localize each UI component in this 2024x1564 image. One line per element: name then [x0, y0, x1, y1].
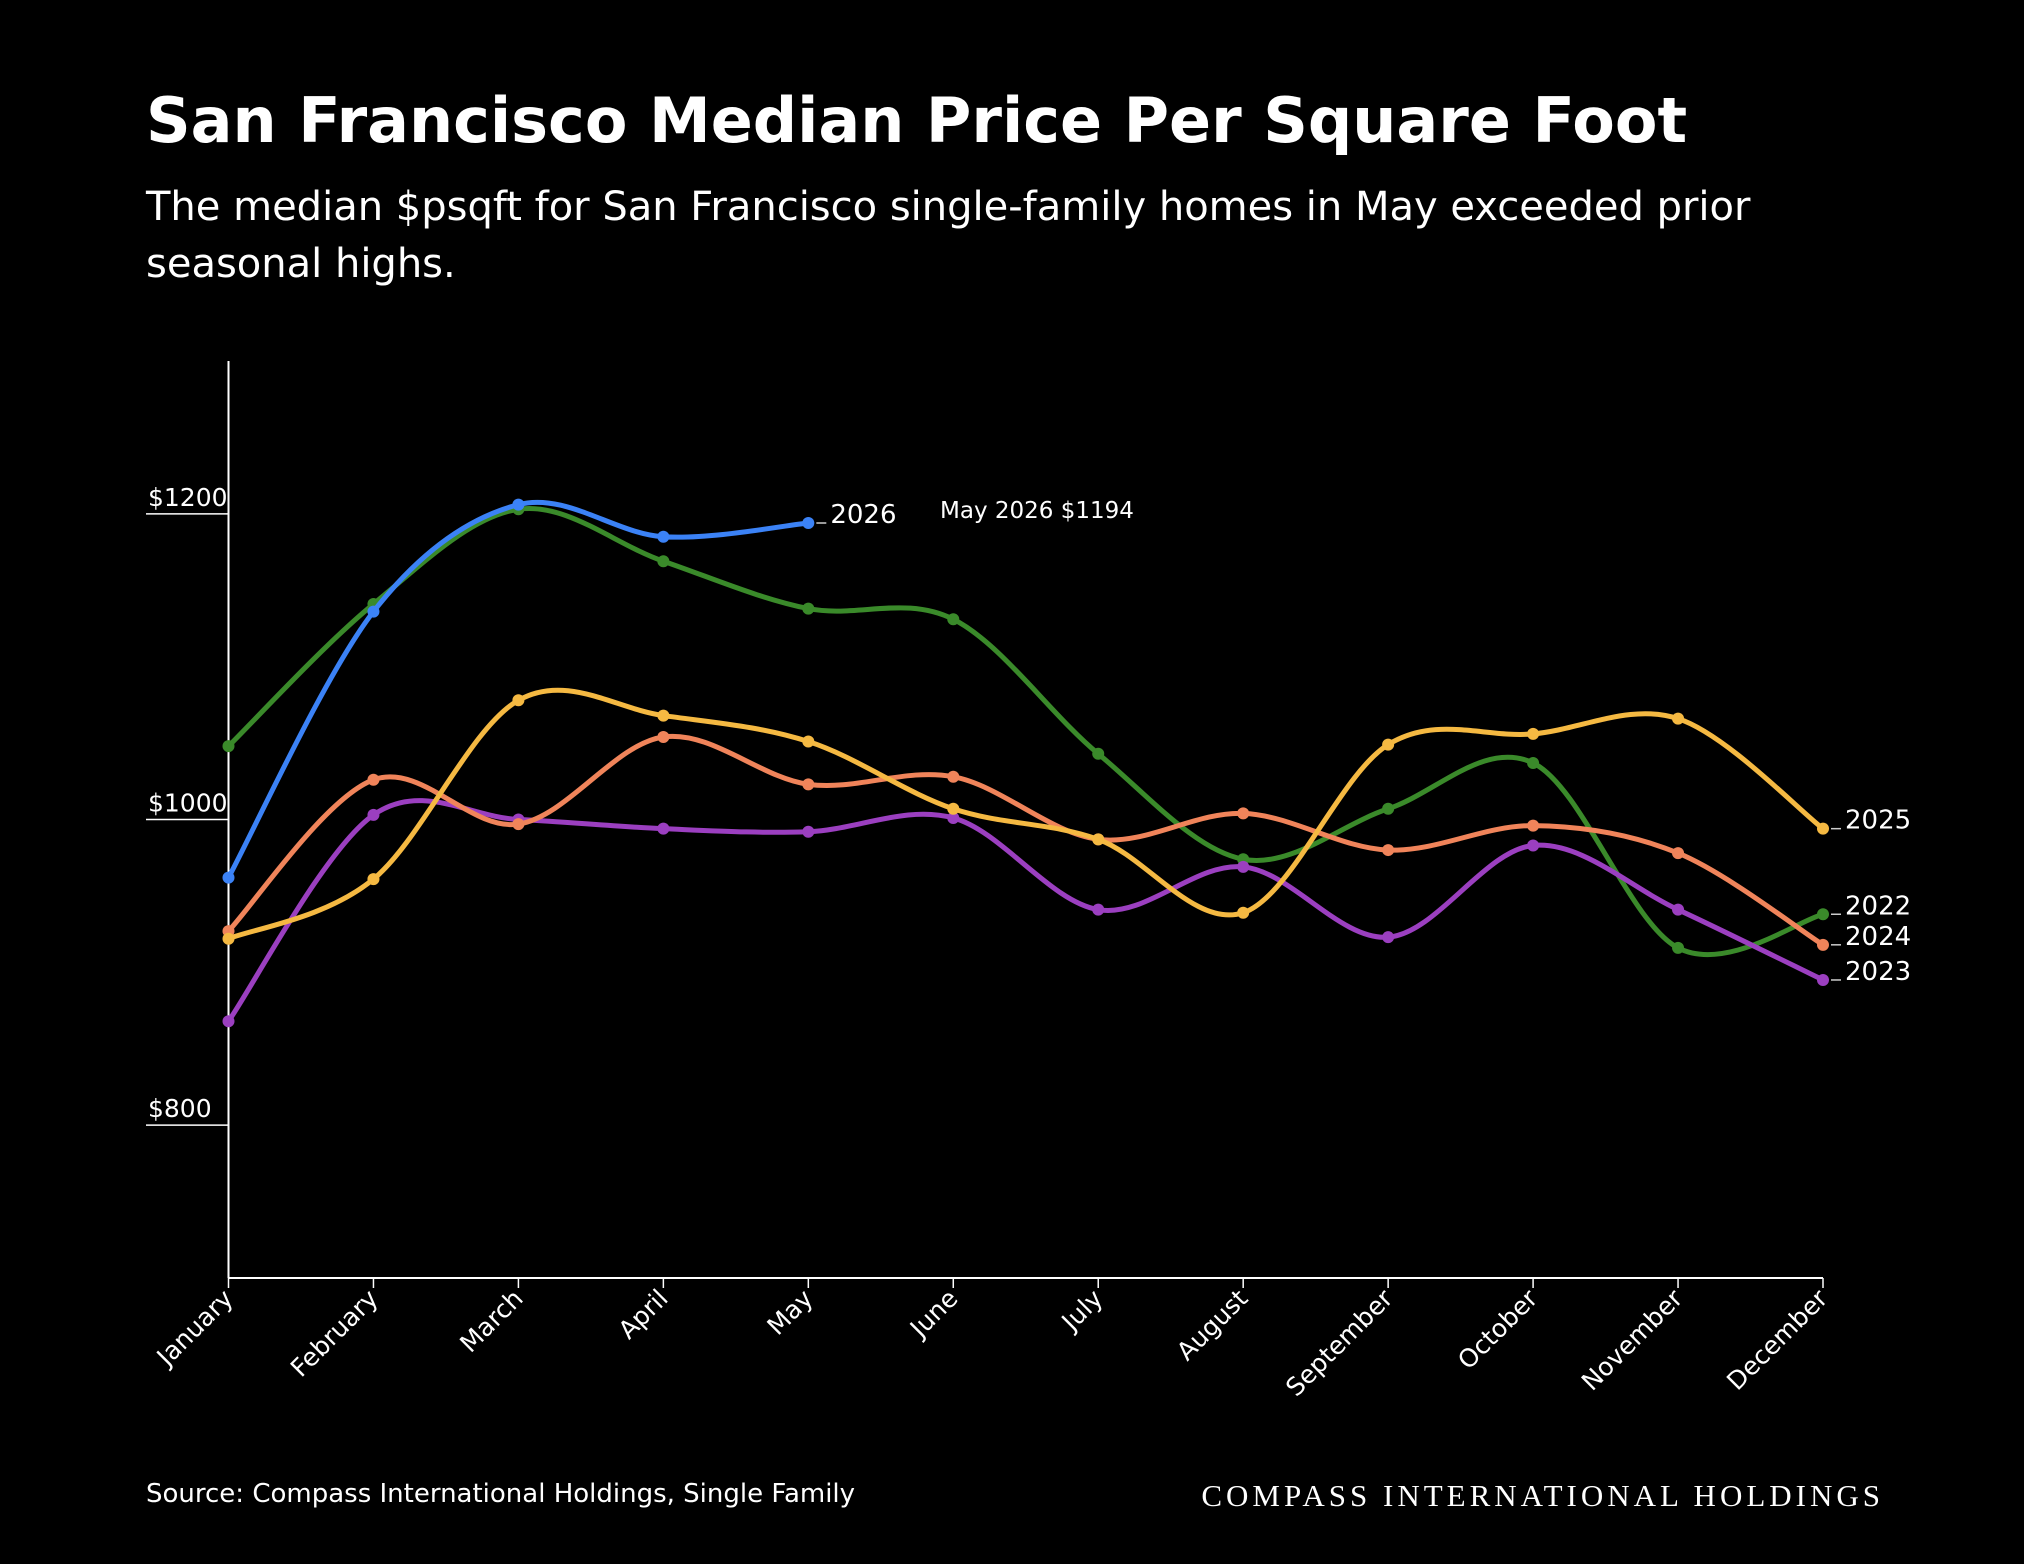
data-point [1527, 727, 1540, 740]
data-point [1092, 747, 1105, 760]
data-point [367, 873, 380, 886]
x-tick-label: September [1280, 1283, 1399, 1402]
data-point [1672, 712, 1685, 725]
data-point [1527, 839, 1540, 852]
data-point [657, 709, 670, 722]
chart-title: San Francisco Median Price Per Square Fo… [146, 84, 1687, 157]
x-tick-label: August [1171, 1284, 1254, 1367]
series-line [226, 499, 811, 881]
x-tick-label: December [1721, 1283, 1834, 1396]
data-point [1817, 822, 1829, 835]
data-point [802, 735, 815, 748]
series-line [226, 687, 1826, 942]
x-tick-label: March [454, 1284, 528, 1358]
x-tick-label: July [1055, 1284, 1109, 1338]
data-point [1672, 903, 1685, 916]
data-point [1382, 738, 1395, 751]
data-point [947, 770, 960, 783]
data-point [367, 605, 380, 618]
x-tick-label: April [613, 1284, 674, 1345]
annotation: May 2026 $1194 [940, 498, 1134, 524]
data-point [1237, 860, 1250, 873]
series-label: 2022 [1845, 891, 1911, 921]
data-point [947, 613, 960, 626]
y-tick-label: $800 [148, 1094, 212, 1123]
data-point [1672, 847, 1685, 860]
data-point [802, 778, 815, 791]
logo: COMPASS INTERNATIONAL HOLDINGS [1201, 1478, 1884, 1513]
data-point [222, 932, 235, 945]
data-point [1527, 756, 1540, 769]
data-point [222, 740, 235, 753]
data-point [1527, 819, 1540, 832]
data-point [367, 773, 380, 786]
data-point [947, 811, 960, 824]
data-point [222, 1015, 235, 1028]
x-tick-label: January [150, 1284, 239, 1373]
data-point [512, 818, 525, 831]
data-point [1092, 903, 1105, 916]
data-point [222, 871, 235, 884]
data-point [657, 730, 670, 743]
data-point [947, 802, 960, 815]
data-point [367, 808, 380, 821]
series-line [226, 798, 1826, 1024]
x-tick-label: November [1576, 1283, 1689, 1396]
data-point [657, 530, 670, 543]
data-point [802, 602, 815, 615]
data-point [1817, 973, 1829, 986]
data-point [1237, 906, 1250, 919]
y-tick-label: $1000 [148, 789, 228, 818]
data-point [1237, 807, 1250, 820]
data-point [1382, 844, 1395, 857]
data-point [657, 555, 670, 568]
data-point [802, 825, 815, 838]
data-point [657, 822, 670, 835]
data-point [1382, 931, 1395, 944]
data-point [1092, 833, 1105, 846]
data-point [512, 498, 525, 511]
series-label: 2025 [1845, 806, 1911, 836]
data-point [802, 517, 815, 530]
x-tick-label: June [903, 1284, 963, 1344]
data-point [512, 694, 525, 707]
x-tick-label: February [285, 1284, 384, 1383]
data-point [1382, 802, 1395, 815]
data-point [1817, 908, 1829, 921]
series-label: 2026 [830, 500, 896, 530]
data-point [1817, 938, 1829, 951]
chart-subtitle: seasonal highs. [146, 241, 456, 287]
series-line [226, 505, 1826, 958]
x-tick-label: May [762, 1284, 819, 1341]
y-tick-label: $1200 [148, 483, 228, 512]
series-label: 2023 [1845, 957, 1911, 987]
series-label: 2024 [1845, 922, 1911, 952]
x-tick-label: October [1452, 1283, 1544, 1375]
data-point [1672, 941, 1685, 954]
chart-subtitle: The median $psqft for San Francisco sing… [145, 184, 1751, 230]
source: Source: Compass International Holdings, … [146, 1479, 855, 1509]
series-line [226, 733, 1826, 948]
